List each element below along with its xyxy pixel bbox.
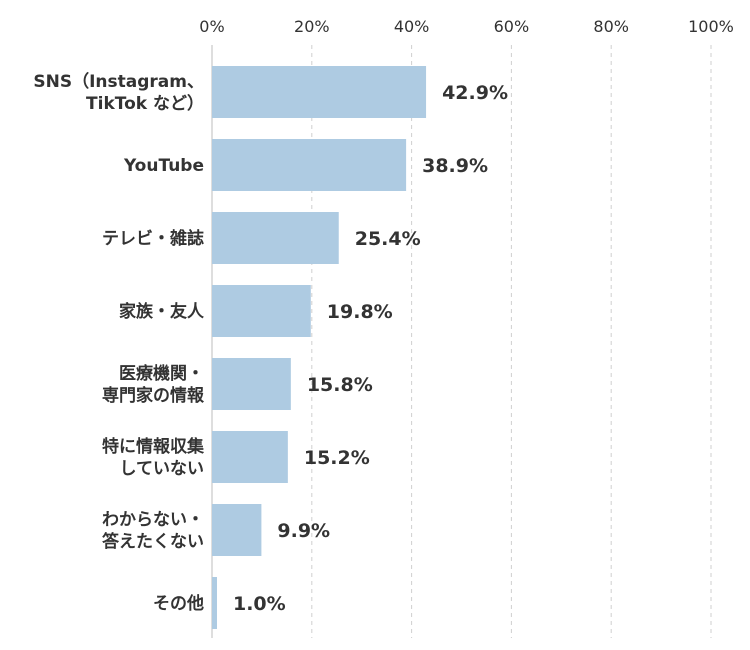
category-label-line: 家族・友人 <box>119 301 205 322</box>
bar <box>212 504 262 556</box>
bar <box>212 66 427 118</box>
bar <box>212 358 291 410</box>
bar <box>212 577 217 629</box>
x-tick-label: 40% <box>394 17 430 36</box>
category-label: SNS（Instagram、 TikTok など） <box>33 71 204 114</box>
value-label: 9.9% <box>277 520 330 542</box>
category-label-line: 専門家の情報 <box>102 385 205 406</box>
category-label: 家族・友人 <box>119 301 205 322</box>
x-tick-label: 100% <box>688 17 734 36</box>
bar <box>212 285 311 337</box>
category-label-line: 答えたくない <box>102 531 204 552</box>
bar <box>212 431 288 483</box>
value-labels: 42.9% 38.9% 25.4% 19.8% 15.8% 15.2% 9.9% 1.0% <box>233 82 508 615</box>
category-label-line: テレビ・雑誌 <box>102 228 204 249</box>
x-tick-label: 0% <box>199 17 224 36</box>
category-label-line: わからない・ <box>102 510 204 530</box>
x-tick-label: 80% <box>593 17 629 36</box>
value-label: 25.4% <box>355 228 421 250</box>
category-label-line: 特に情報収集 <box>102 436 205 457</box>
x-tick-label: 20% <box>294 17 330 36</box>
category-label: その他 <box>153 593 204 614</box>
category-label: YouTube <box>123 156 204 176</box>
bars <box>212 66 427 629</box>
category-labels: SNS（Instagram、 TikTok など） YouTube テレビ・雑誌家族・… <box>33 71 205 614</box>
value-label: 38.9% <box>422 155 488 177</box>
category-label: 医療機関・専門家の情報 <box>102 363 205 406</box>
value-label: 42.9% <box>442 82 508 104</box>
value-label: 15.8% <box>307 374 373 396</box>
category-label: テレビ・雑誌 <box>102 228 204 249</box>
category-label-line: 医療機関・ <box>119 363 204 384</box>
bar <box>212 212 339 264</box>
category-label: わからない・答えたくない <box>102 510 204 552</box>
value-label: 19.8% <box>327 301 393 323</box>
grid-layer <box>211 45 712 638</box>
category-label-line: TikTok など） <box>86 93 204 114</box>
category-label-line: YouTube <box>123 156 204 176</box>
value-label: 1.0% <box>233 593 286 615</box>
x-axis-ticks: 0% 20% 40% 60% 80% 100% <box>199 17 734 36</box>
category-label-line: その他 <box>153 593 204 614</box>
category-label: 特に情報収集していない <box>102 436 205 479</box>
x-tick-label: 60% <box>494 17 530 36</box>
category-label-line: SNS（Instagram、 <box>33 71 204 92</box>
value-label: 15.2% <box>304 447 370 469</box>
category-label-line: していない <box>120 459 205 479</box>
bar <box>212 139 407 191</box>
